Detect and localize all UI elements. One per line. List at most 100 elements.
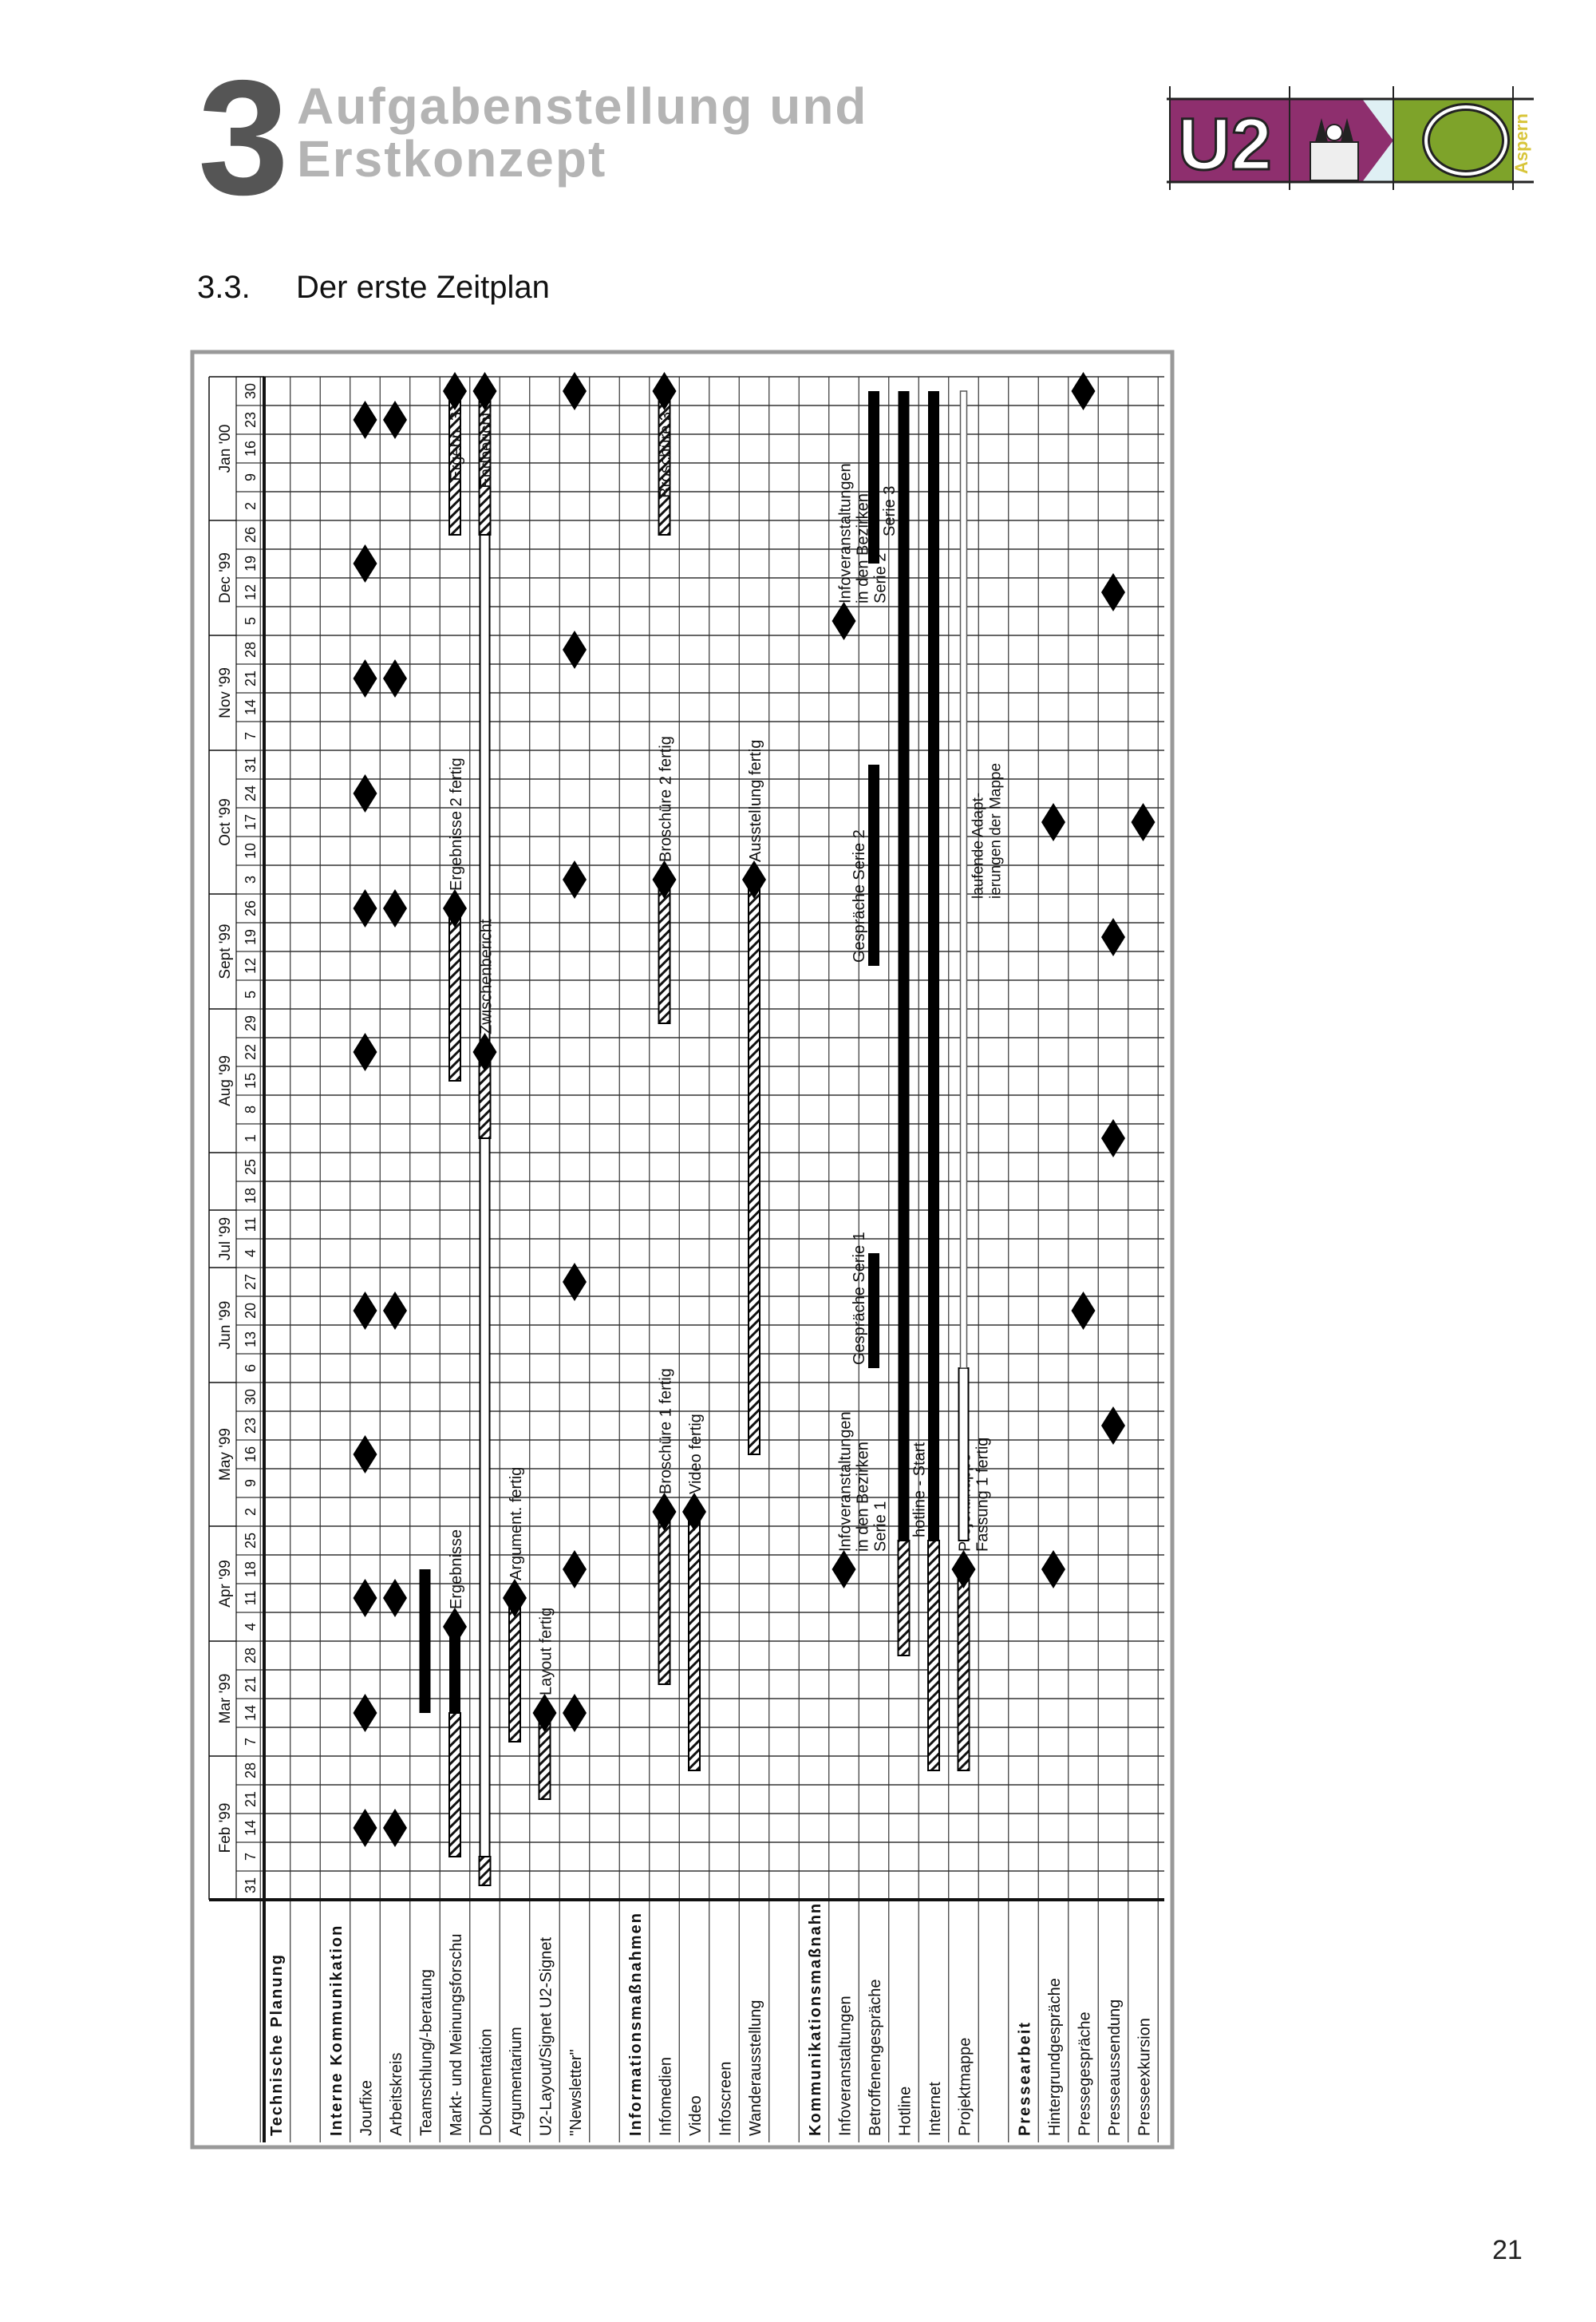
logo-ring-inner [1424,105,1507,176]
milestone-label: Broschüre 1 fertig [658,1368,675,1494]
milestone-diamond-icon [443,889,467,928]
row-label: Infomedien [658,2057,675,2136]
row-label: Wanderausstellung [747,2000,764,2136]
milestone-label: Argument. fertig [508,1467,525,1580]
row-label: Teamschlung/-beratung [418,1969,436,2136]
week-label: 11 [243,1217,259,1232]
milestone-diamond-icon [1071,372,1096,410]
row-label: Markt- und Meinungsforschu [448,1934,465,2136]
milestone-diamond-icon [563,1694,587,1732]
solid-bar [928,391,939,1541]
week-label: 5 [243,991,259,999]
week-label: 19 [243,556,259,572]
week-label: 17 [243,814,259,830]
milestone-label: in den Bezirken [855,1442,872,1552]
milestone-diamond-icon [1131,803,1156,841]
week-label: 11 [243,1591,259,1606]
solid-bar [868,765,879,966]
row-label: Hintergrundgespräche [1046,1978,1064,2136]
milestone-label: Infoveranstaltungen [837,463,855,603]
hatched-bar [957,1568,970,1771]
milestone-diamond-icon [1041,1550,1065,1588]
milestone-diamond-icon [832,602,856,640]
row-label: Infoscreen [717,2062,735,2136]
row-label: Hotline [897,2087,915,2136]
milestone-diamond-icon [1101,918,1125,956]
milestone-label: Zwischenbericht [478,919,496,1034]
milestone-label: Serie 2 [872,553,890,603]
week-label: 31 [243,1877,259,1893]
logo-u2-text: U2 [1178,104,1272,185]
week-label: 19 [243,929,259,945]
milestone-label: Video fertig [687,1414,705,1494]
hatched-bar [658,1511,671,1685]
hatched-bar [448,908,461,1082]
week-label: 25 [243,1533,259,1549]
row-label: "Newsletter" [567,2049,585,2136]
logo-aspern-text: Aspern [1511,113,1531,174]
week-label: 26 [243,900,259,916]
week-label: 18 [243,1188,259,1204]
week-label: 1 [243,1134,259,1142]
u2-aspern-logo: U2 Aspern [1167,86,1534,190]
milestone-diamond-icon [832,1550,856,1588]
milestone-diamond-icon [353,544,377,583]
row-label: Betroffenengespräche [867,1980,884,2136]
week-label: 18 [243,1561,259,1577]
milestone-diamond-icon [383,1292,407,1330]
week-label: 12 [243,958,259,974]
month-label: Aug '99 [217,1055,234,1106]
month-label: Apr '99 [217,1560,234,1608]
chapter-title-line-2: Erstkonzept [297,130,607,188]
hatched-bar [448,1712,461,1857]
row-label: Presseaussendung [1106,2000,1124,2136]
row-label: Projektmappe [957,2038,974,2136]
solid-bar [898,391,910,1541]
week-label: 16 [243,1446,259,1462]
month-label: Jun '99 [217,1301,234,1350]
row-label: Arbeitskreis [388,2053,405,2136]
section-number: 3.3. [197,270,251,305]
row-group-label: Pressearbeit [1017,2021,1034,2136]
milestone-diamond-icon [443,1608,467,1646]
week-label: 29 [243,1015,259,1031]
milestone-label: Infoveranstaltungen [837,1411,855,1552]
month-label: Oct '99 [217,798,234,846]
milestone-diamond-icon [353,1694,377,1732]
milestone-diamond-icon [951,1550,976,1588]
bar-label: Serie 3 [881,486,899,536]
week-label: 30 [243,1389,259,1405]
week-label: 14 [243,1820,259,1836]
solid-bar [449,1627,460,1713]
milestone-diamond-icon [563,1263,587,1301]
milestone-diamond-icon [383,1579,407,1617]
row-group-label: Informationsmaßnahmen [627,1912,645,2136]
milestone-diamond-icon [742,860,766,899]
month-label: Dec '99 [217,552,234,603]
solid-bar [868,1253,879,1368]
logo-church-icon [1310,118,1359,181]
milestone-diamond-icon [652,1493,677,1531]
week-label: 28 [243,1648,259,1663]
solid-bar [419,1569,431,1713]
week-label: 2 [243,502,259,510]
chart-frame [190,350,1175,2150]
section-title: Der erste Zeitplan [296,270,550,305]
row-label: Infoveranstaltungen [837,1996,855,2136]
hatched-bar [508,1597,521,1742]
row-label: Argumentarium [508,2027,525,2136]
milestone-diamond-icon [472,1033,497,1071]
week-label: 12 [243,584,259,600]
week-label: 26 [243,527,259,543]
milestone-label: Ergebnisse [448,1529,465,1609]
week-label: 4 [243,1249,259,1257]
week-label: 7 [243,1853,259,1861]
milestone-label: Endbericht [478,412,496,489]
milestone-diamond-icon [652,372,677,410]
week-label: 31 [243,757,259,773]
week-label: 24 [243,785,259,801]
week-label: 6 [243,1364,259,1372]
row-label: Jourfixe [358,2080,376,2136]
milestone-diamond-icon [353,889,377,928]
